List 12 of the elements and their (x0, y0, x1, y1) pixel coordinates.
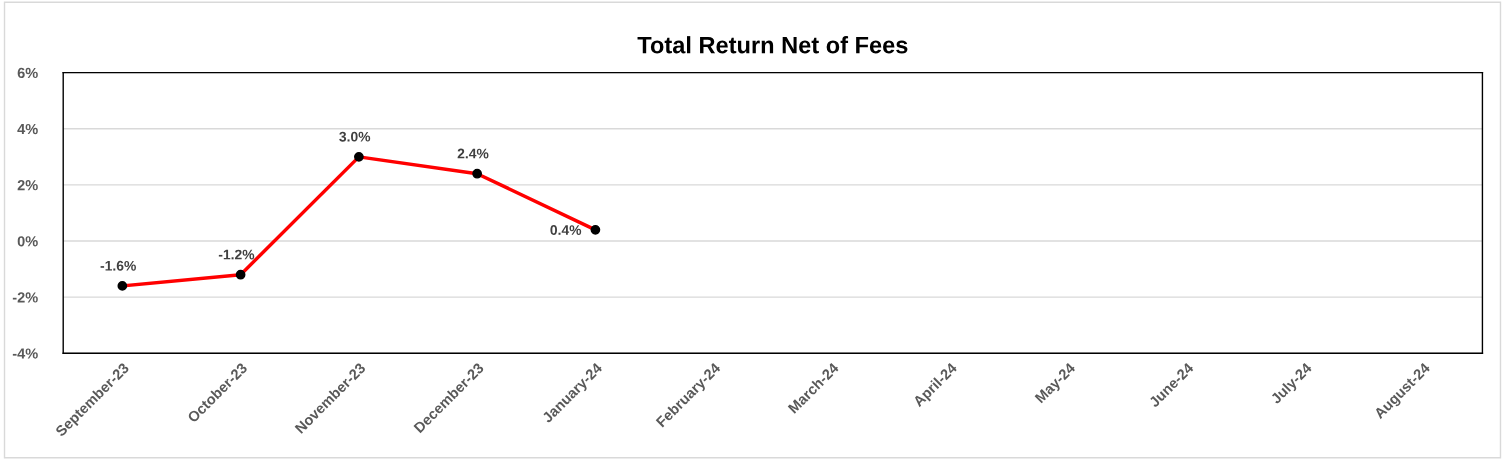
data-label: -1.2% (218, 249, 255, 260)
data-label: 2.4% (457, 148, 489, 159)
y-tick-label: -2% (12, 292, 38, 303)
y-tick-label: 2% (17, 180, 38, 191)
data-label: -1.6% (100, 260, 136, 271)
chart-title: Total Return Net of Fees (637, 36, 908, 54)
data-label: 0.4% (550, 225, 582, 235)
y-tick-label: 0% (17, 236, 38, 247)
data-label: 3.0% (339, 131, 371, 142)
y-tick-label: 4% (17, 123, 38, 135)
y-tick-label: -4% (12, 348, 38, 359)
y-tick-label: 6% (17, 67, 38, 79)
